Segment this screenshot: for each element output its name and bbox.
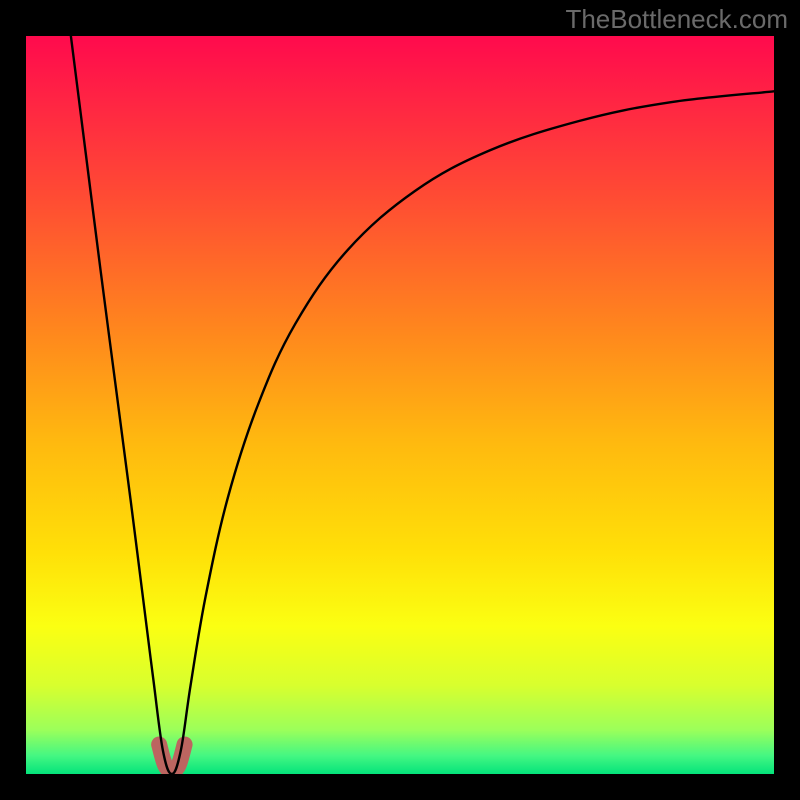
figure-root: TheBottleneck.com <box>0 0 800 800</box>
chart-svg <box>26 36 774 774</box>
plot-area <box>26 36 774 774</box>
watermark-label: TheBottleneck.com <box>565 4 788 35</box>
